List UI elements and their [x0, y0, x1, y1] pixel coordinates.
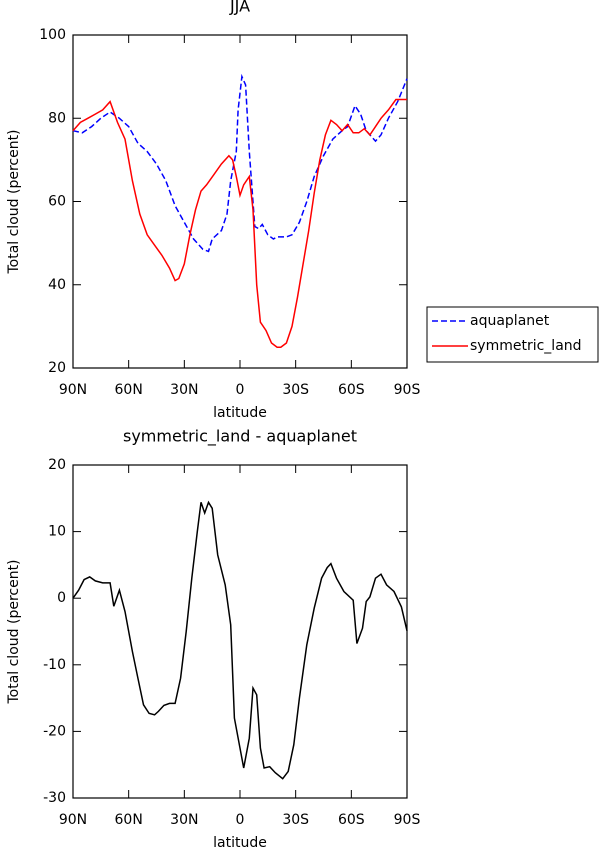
x-tick-label: 60N: [115, 812, 143, 828]
x-tick-label: 90N: [59, 382, 87, 398]
series-line: [72, 73, 408, 253]
legend-label: symmetric_land: [470, 338, 582, 354]
y-axis-label: Total cloud (percent): [6, 129, 22, 274]
x-tick-label: 0: [236, 382, 245, 398]
y-tick-label: 40: [48, 277, 66, 293]
x-axis-label: latitude: [213, 835, 267, 851]
y-tick-label: 20: [48, 457, 66, 473]
x-axis-label: latitude: [213, 405, 267, 421]
y-tick-label: 20: [48, 360, 66, 376]
y-tick-label: 0: [57, 590, 66, 606]
x-tick-label: 0: [236, 812, 245, 828]
y-tick-label: 60: [48, 194, 66, 210]
x-tick-label: 30S: [282, 812, 309, 828]
x-tick-label: 90S: [394, 812, 421, 828]
x-tick-label: 30N: [170, 812, 198, 828]
y-tick-label: 100: [39, 27, 66, 43]
y-tick-label: -30: [43, 790, 66, 806]
y-axis-label: Total cloud (percent): [6, 559, 22, 704]
x-tick-label: 30N: [170, 382, 198, 398]
plot-frame: [72, 34, 408, 369]
legend-box: [426, 306, 599, 363]
x-tick-label: 30S: [282, 382, 309, 398]
legend-label: aquaplanet: [470, 313, 550, 329]
chart-title: JJA: [229, 0, 250, 16]
x-tick-label: 90S: [394, 382, 421, 398]
y-tick-label: 10: [48, 524, 66, 540]
plot-frame: [72, 464, 408, 799]
x-tick-label: 60S: [338, 382, 365, 398]
x-tick-label: 90N: [59, 812, 87, 828]
y-tick-label: -10: [43, 657, 66, 673]
x-tick-label: 60S: [338, 812, 365, 828]
y-tick-label: 80: [48, 110, 66, 126]
chart-title: symmetric_land - aquaplanet: [123, 427, 357, 447]
x-tick-label: 60N: [115, 382, 143, 398]
y-tick-label: -20: [43, 723, 66, 739]
series-line: [72, 500, 408, 780]
series-line: [72, 98, 407, 348]
